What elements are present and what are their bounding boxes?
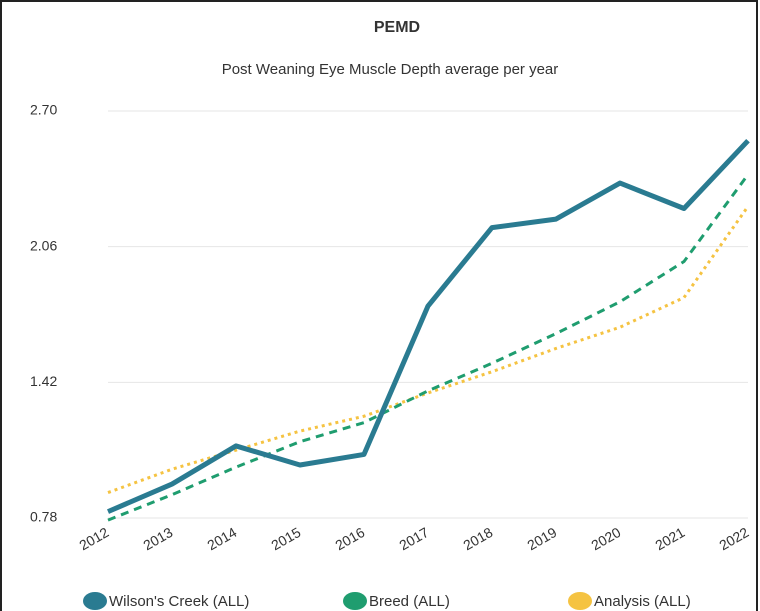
legend-swatch [83,592,107,610]
chart-subtitle: Post Weaning Eye Muscle Depth average pe… [222,61,559,78]
y-tick-label: 1.42 [30,373,57,389]
series-line [107,138,750,514]
y-tick-label: 2.06 [30,237,57,253]
legend-label: Analysis (ALL) [594,593,691,610]
series-line [107,173,750,522]
y-tick-label: 2.70 [30,102,57,118]
legend-label: Wilson's Creek (ALL) [109,593,249,610]
legend-label: Breed (ALL) [369,593,450,610]
legend-swatch [568,592,592,610]
legend-swatch [343,592,367,610]
chart-title: PEMD [374,19,420,36]
y-tick-label: 0.78 [30,509,57,525]
